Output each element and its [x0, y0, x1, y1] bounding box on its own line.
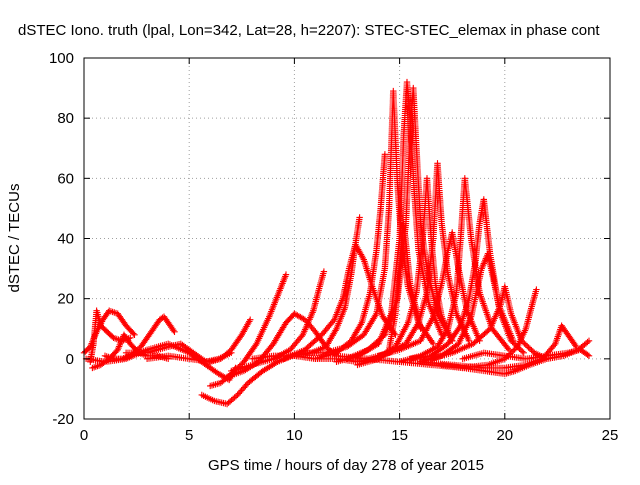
y-tick-label: 100 [49, 50, 74, 67]
x-tick-label: 10 [286, 427, 303, 444]
series-arc25 [428, 283, 551, 362]
x-tick-label: 0 [80, 427, 88, 444]
point-markers [428, 283, 551, 362]
x-axis-label: GPS time / hours of day 278 of year 2015 [208, 457, 484, 474]
series-arc11 [228, 268, 328, 375]
x-tick-label: 5 [185, 427, 193, 444]
y-tick-label: 20 [57, 291, 74, 308]
point-markers [375, 229, 483, 359]
x-tick-label: 20 [496, 427, 513, 444]
y-tick-label: 0 [66, 351, 74, 368]
y-tick-label: 40 [57, 231, 74, 248]
point-markers [143, 316, 254, 365]
y-axis-label: dSTEC / TECUs [6, 184, 23, 293]
y-tick-label: 80 [57, 110, 74, 127]
data-layer [80, 78, 593, 408]
series-arc21 [375, 229, 483, 359]
chart-title: dSTEC Iono. truth (lpal, Lon=342, Lat=28… [18, 22, 600, 39]
point-markers [459, 346, 593, 362]
x-tick-label: 15 [391, 427, 408, 444]
tick-layer: 0 5 10 15 20 25 -20 0 20 40 60 80 100 [49, 50, 618, 444]
x-tick-label: 25 [602, 427, 619, 444]
point-markers [228, 268, 328, 375]
y-tick-label: 60 [57, 170, 74, 187]
series-arc29 [459, 346, 593, 362]
series-arc7 [143, 316, 254, 365]
y-tick-label: -20 [52, 411, 74, 428]
